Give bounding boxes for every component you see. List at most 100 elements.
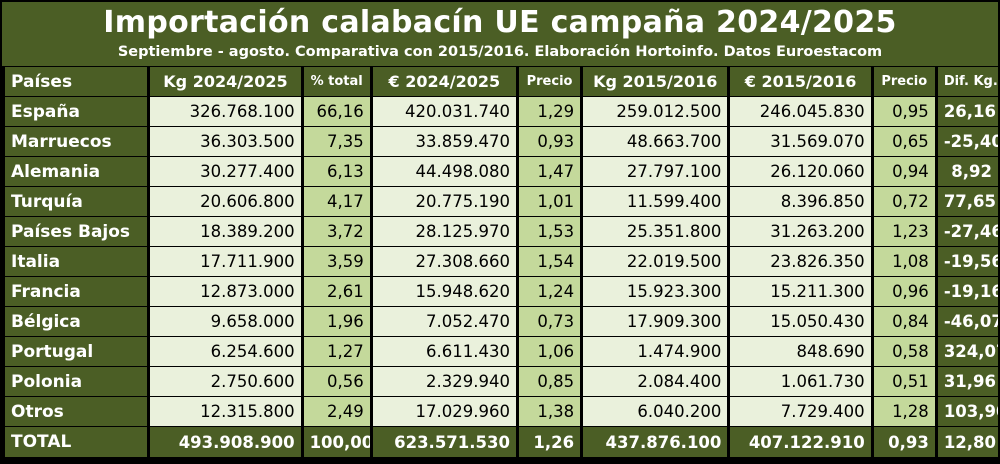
country-cell: Italia: [5, 247, 148, 277]
table-cell: 8,92: [937, 157, 998, 187]
table-cell: 1,28: [873, 397, 935, 427]
total-cell: 100,00: [303, 427, 370, 457]
table-cell: 259.012.500: [583, 97, 728, 127]
table-cell: 26,16: [937, 97, 998, 127]
table-cell: 15.211.300: [730, 277, 871, 307]
country-cell: Alemania: [5, 157, 148, 187]
table-row: Turquía 20.606.800 4,17 20.775.190 1,01 11.59…: [5, 187, 998, 217]
table-cell: 27.797.100: [583, 157, 728, 187]
column-header: Kg 2015/2016: [583, 67, 728, 97]
table-cell: 17.029.960: [372, 397, 516, 427]
table-cell: 1,53: [518, 217, 581, 247]
table-row: Portugal 6.254.600 1,27 6.611.430 1,06 1.474.…: [5, 337, 998, 367]
table-cell: 12.873.000: [150, 277, 301, 307]
table-cell: 2.329.940: [372, 367, 516, 397]
total-row: TOTAL 493.908.900 100,00 623.571.530 1,26 437…: [5, 427, 998, 457]
table-cell: 8.396.850: [730, 187, 871, 217]
total-cell: 623.571.530: [372, 427, 516, 457]
table-cell: 0,96: [873, 277, 935, 307]
table-cell: 1,06: [518, 337, 581, 367]
country-cell: Marruecos: [5, 127, 148, 157]
table-cell: 848.690: [730, 337, 871, 367]
table-cell: 1,08: [873, 247, 935, 277]
table-cell: 1.474.900: [583, 337, 728, 367]
table-cell: 1,27: [303, 337, 370, 367]
table-cell: -19,56: [937, 247, 998, 277]
table-cell: 15.050.430: [730, 307, 871, 337]
table-cell: 20.606.800: [150, 187, 301, 217]
table-cell: 17.711.900: [150, 247, 301, 277]
table-cell: 3,72: [303, 217, 370, 247]
table-cell: 0,73: [518, 307, 581, 337]
table-cell: 0,94: [873, 157, 935, 187]
column-header: Precio: [873, 67, 935, 97]
header-banner: Importación calabacín UE campaña 2024/20…: [2, 2, 998, 66]
total-cell: 0,93: [873, 427, 935, 457]
table-cell: 1,47: [518, 157, 581, 187]
table-cell: 26.120.060: [730, 157, 871, 187]
table-cell: 17.909.300: [583, 307, 728, 337]
table-cell: 103,90: [937, 397, 998, 427]
table-cell: 1.061.730: [730, 367, 871, 397]
table-cell: 1,24: [518, 277, 581, 307]
table-cell: 2,61: [303, 277, 370, 307]
table-cell: 11.599.400: [583, 187, 728, 217]
table-row: Italia 17.711.900 3,59 27.308.660 1,54 22.019…: [5, 247, 998, 277]
total-cell: 407.122.910: [730, 427, 871, 457]
table-cell: 0,56: [303, 367, 370, 397]
column-header: % total: [303, 67, 370, 97]
table-cell: 36.303.500: [150, 127, 301, 157]
table-cell: 48.663.700: [583, 127, 728, 157]
table-cell: 18.389.200: [150, 217, 301, 247]
table-cell: 25.351.800: [583, 217, 728, 247]
country-cell: Francia: [5, 277, 148, 307]
table-cell: 1,29: [518, 97, 581, 127]
table-cell: 6.254.600: [150, 337, 301, 367]
table-cell: 77,65: [937, 187, 998, 217]
table-cell: 1,38: [518, 397, 581, 427]
table-cell: 30.277.400: [150, 157, 301, 187]
column-header: Dif. Kg. %: [937, 67, 998, 97]
table-cell: 0,58: [873, 337, 935, 367]
page-subtitle: Septiembre - agosto. Comparativa con 201…: [117, 44, 883, 60]
table-cell: 420.031.740: [372, 97, 516, 127]
total-cell: 1,26: [518, 427, 581, 457]
table-cell: 12.315.800: [150, 397, 301, 427]
table-cell: 0,84: [873, 307, 935, 337]
country-cell: España: [5, 97, 148, 127]
table-cell: 31.263.200: [730, 217, 871, 247]
table-cell: 1,01: [518, 187, 581, 217]
table-row: Bélgica 9.658.000 1,96 7.052.470 0,73 17.909.…: [5, 307, 998, 337]
header-row: Países Kg 2024/2025 % total € 2024/2025 …: [5, 67, 998, 97]
table-row: Marruecos 36.303.500 7,35 33.859.470 0,93 48.…: [5, 127, 998, 157]
country-cell: Portugal: [5, 337, 148, 367]
page-title: Importación calabacín UE campaña 2024/20…: [103, 5, 897, 40]
data-table: Países Kg 2024/2025 % total € 2024/2025 …: [2, 67, 1000, 457]
country-cell: Polonia: [5, 367, 148, 397]
table-cell: 6,13: [303, 157, 370, 187]
table-cell: 9.658.000: [150, 307, 301, 337]
country-cell: Turquía: [5, 187, 148, 217]
table-cell: 324,07: [937, 337, 998, 367]
table-cell: 22.019.500: [583, 247, 728, 277]
total-cell: 12,80: [937, 427, 998, 457]
table-row: Francia 12.873.000 2,61 15.948.620 1,24 15.92…: [5, 277, 998, 307]
table-cell: 1,54: [518, 247, 581, 277]
table-cell: -25,40: [937, 127, 998, 157]
table-cell: 44.498.080: [372, 157, 516, 187]
table-cell: 1,96: [303, 307, 370, 337]
table-cell: 246.045.830: [730, 97, 871, 127]
table-cell: 4,17: [303, 187, 370, 217]
table-row: Alemania 30.277.400 6,13 44.498.080 1,47 27.7…: [5, 157, 998, 187]
country-cell: Países Bajos: [5, 217, 148, 247]
table-cell: 0,93: [518, 127, 581, 157]
table-cell: 66,16: [303, 97, 370, 127]
country-cell: Bélgica: [5, 307, 148, 337]
table-cell: 6.611.430: [372, 337, 516, 367]
table-cell: -19,16: [937, 277, 998, 307]
table-cell: 20.775.190: [372, 187, 516, 217]
column-header: Países: [5, 67, 148, 97]
table-cell: 0,85: [518, 367, 581, 397]
total-label: TOTAL: [5, 427, 148, 457]
